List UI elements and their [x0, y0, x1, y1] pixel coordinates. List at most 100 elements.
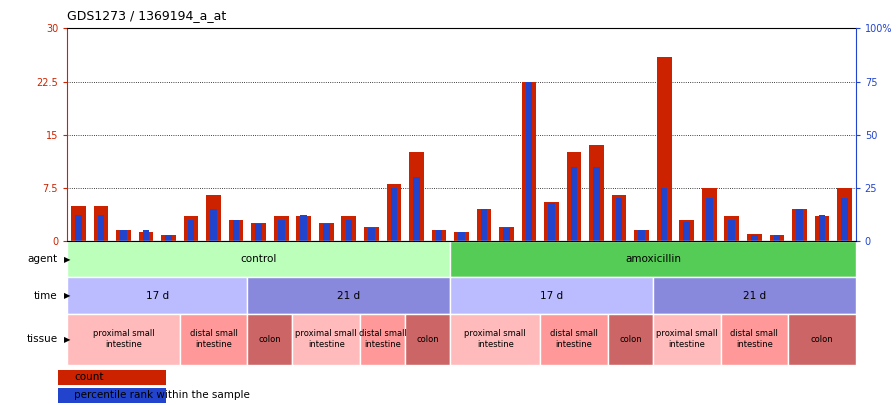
Bar [300, 215, 307, 241]
Text: proximal small
intestine: proximal small intestine [92, 330, 154, 349]
Bar [504, 228, 510, 241]
Bar [252, 223, 266, 241]
Bar [540, 314, 607, 364]
Bar [435, 230, 443, 241]
Bar [653, 314, 720, 364]
Bar [590, 145, 604, 241]
Bar [702, 188, 717, 241]
Bar [409, 152, 424, 241]
Bar [612, 195, 626, 241]
Bar [480, 209, 487, 241]
Text: distal small
intestine: distal small intestine [358, 330, 407, 349]
Text: proximal small
intestine: proximal small intestine [296, 330, 358, 349]
Bar [454, 232, 469, 241]
Bar [278, 220, 285, 241]
Bar [98, 215, 104, 241]
Bar [567, 152, 582, 241]
Bar [634, 230, 649, 241]
Text: amoxicillin: amoxicillin [625, 254, 681, 264]
Bar [607, 314, 653, 364]
Text: tissue: tissue [27, 334, 57, 344]
Bar [706, 198, 712, 241]
Text: distal small
intestine: distal small intestine [550, 330, 598, 349]
Bar [413, 177, 419, 241]
Bar [341, 216, 356, 241]
Text: 21 d: 21 d [743, 291, 766, 301]
Text: distal small
intestine: distal small intestine [730, 330, 779, 349]
Bar [120, 230, 127, 241]
Bar [247, 314, 292, 364]
Bar [58, 388, 166, 403]
Bar [788, 314, 856, 364]
Bar [792, 209, 806, 241]
Bar [725, 216, 739, 241]
Bar [458, 232, 465, 241]
Bar [94, 206, 108, 241]
Bar [228, 220, 244, 241]
Text: proximal small
intestine: proximal small intestine [656, 330, 718, 349]
Bar [450, 277, 653, 314]
Bar [657, 57, 671, 241]
Bar [292, 314, 360, 364]
Bar [391, 188, 397, 241]
Bar [571, 166, 577, 241]
Bar [274, 216, 289, 241]
Bar [548, 202, 555, 241]
Bar [728, 220, 735, 241]
Text: count: count [74, 372, 104, 382]
Bar [747, 234, 762, 241]
Bar [142, 230, 150, 241]
Bar [477, 209, 491, 241]
Bar [247, 277, 450, 314]
Text: GDS1273 / 1369194_a_at: GDS1273 / 1369194_a_at [67, 9, 227, 22]
Bar [684, 222, 690, 241]
Text: ▶: ▶ [64, 335, 71, 344]
Bar [368, 228, 375, 241]
Bar [319, 223, 333, 241]
Bar [521, 81, 537, 241]
Bar [364, 227, 379, 241]
Bar [770, 235, 784, 241]
Bar [165, 234, 172, 241]
Bar [67, 314, 180, 364]
Bar [593, 166, 600, 241]
Bar [405, 314, 450, 364]
Bar [233, 220, 239, 241]
Bar [499, 227, 513, 241]
Bar [58, 370, 166, 385]
Bar [544, 202, 559, 241]
Bar [180, 314, 247, 364]
Bar [720, 314, 788, 364]
Bar [67, 277, 247, 314]
Bar [188, 220, 194, 241]
Bar [814, 216, 829, 241]
Bar [323, 224, 330, 241]
Text: colon: colon [259, 335, 281, 344]
Bar [255, 224, 262, 241]
Bar [432, 230, 446, 241]
Bar [297, 216, 311, 241]
Text: distal small
intestine: distal small intestine [190, 330, 237, 349]
Bar [819, 215, 825, 241]
Bar [386, 184, 401, 241]
Bar [116, 230, 131, 241]
Bar [184, 216, 198, 241]
Bar [661, 188, 668, 241]
Bar [206, 195, 221, 241]
Bar [837, 188, 852, 241]
Bar [71, 206, 86, 241]
Bar [346, 220, 352, 241]
Text: ▶: ▶ [64, 255, 71, 264]
Bar [653, 277, 856, 314]
Text: agent: agent [28, 254, 57, 264]
Text: colon: colon [811, 335, 833, 344]
Text: proximal small
intestine: proximal small intestine [464, 330, 526, 349]
Text: 17 d: 17 d [540, 291, 563, 301]
Bar [450, 314, 540, 364]
Bar [75, 215, 82, 241]
Bar [751, 234, 758, 241]
Text: colon: colon [619, 335, 642, 344]
Bar [616, 198, 623, 241]
Bar [450, 241, 856, 277]
Bar [841, 198, 848, 241]
